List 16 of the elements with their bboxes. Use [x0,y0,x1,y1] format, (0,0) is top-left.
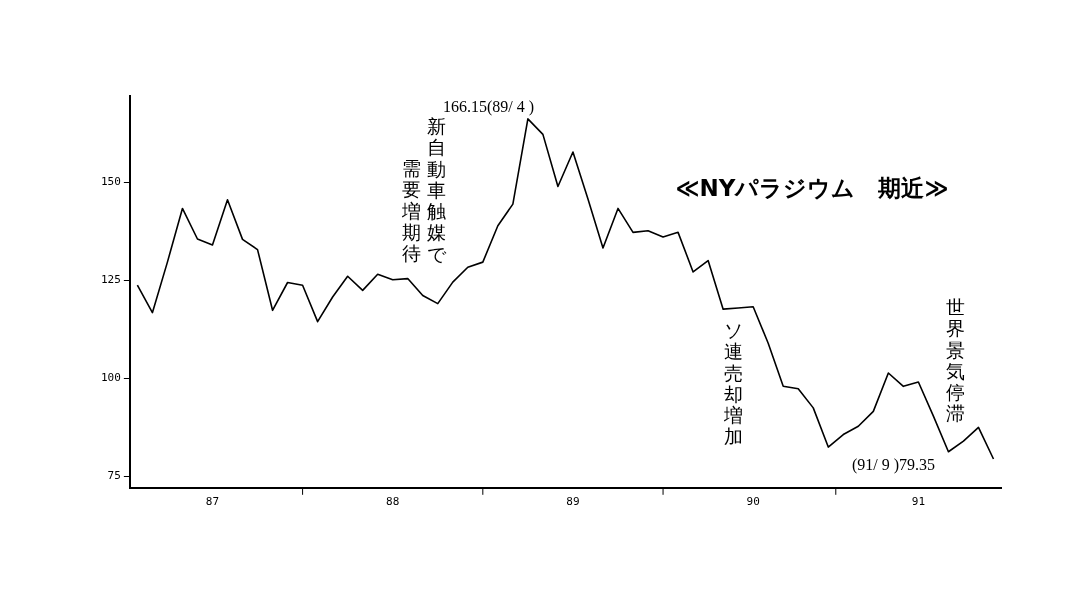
y-tick-label: 125 [100,273,121,287]
annotation: ソ連売却増加 [724,320,744,448]
text: ≪NYパラジウム 期近≫ [675,174,949,201]
annotation: (91/ 9 )79.35 [852,456,936,474]
x-tick-label: 88 [386,495,400,509]
x-tick-label: 91 [911,495,926,509]
x-tick-label: 87 [205,495,220,509]
x-tick-label: 90 [746,495,760,509]
annotation: 166.15(89/ 4 ) [443,98,535,116]
annotation: 需要増期待 [402,158,422,265]
annotation: 世界景気停滞 [946,297,966,425]
x-tick-label: 89 [566,495,580,509]
annotation: 新自動車触媒で [427,116,447,265]
y-tick-label: 75 [107,468,121,482]
y-tick-label: 100 [100,370,121,384]
y-tick-label: 150 [100,175,121,189]
